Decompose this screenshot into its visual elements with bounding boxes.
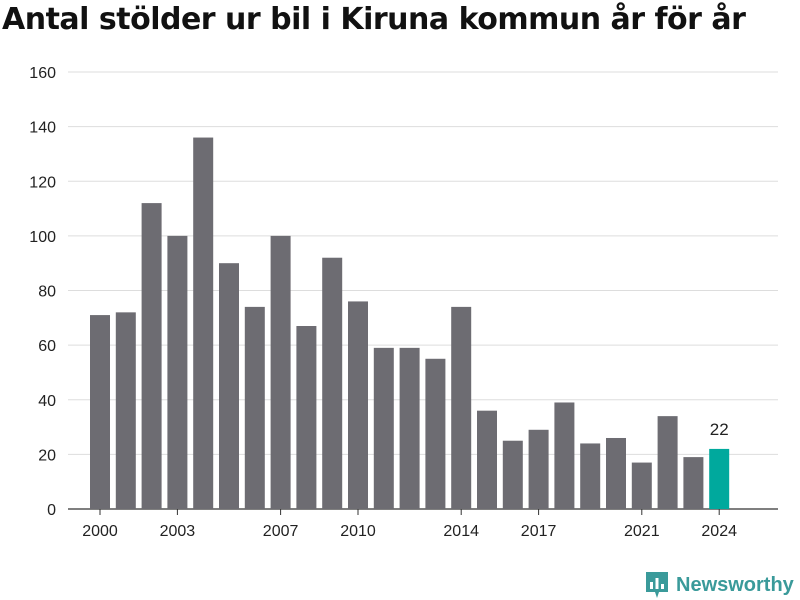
bar-2020 — [606, 437, 626, 509]
x-tick-label: 2021 — [624, 523, 660, 540]
bar-2007 — [270, 235, 291, 509]
bar-2000 — [90, 315, 110, 509]
bar-2015 — [477, 410, 497, 509]
y-tick-label: 60 — [38, 338, 56, 355]
bar-2011 — [373, 347, 394, 509]
y-tick-label: 0 — [47, 502, 56, 519]
bar-2012 — [399, 347, 420, 509]
x-tick-label: 2017 — [521, 523, 557, 540]
bar-2008 — [296, 326, 317, 509]
y-tick-label: 20 — [38, 447, 56, 464]
bar-2010 — [348, 301, 368, 509]
bar-2002 — [141, 203, 162, 509]
y-tick-label: 160 — [29, 65, 56, 82]
bar-2022 — [657, 416, 678, 509]
brand-name: Newsworthy — [676, 573, 794, 596]
bar-2019 — [580, 443, 601, 509]
bar-2001 — [115, 312, 136, 509]
y-tick-label: 40 — [38, 393, 56, 410]
x-tick-label: 2024 — [701, 523, 737, 540]
y-tick-label: 140 — [29, 120, 56, 137]
bar-2003 — [167, 235, 188, 509]
x-tick-label: 2003 — [160, 523, 196, 540]
bar-2013 — [425, 358, 446, 509]
data-labels: 22 — [710, 420, 729, 439]
y-tick-label: 120 — [29, 174, 56, 191]
x-tick-label: 2007 — [263, 523, 299, 540]
y-tick-label: 100 — [29, 229, 56, 246]
x-tick-label: 2010 — [340, 523, 376, 540]
newsworthy-logo-icon — [646, 572, 668, 598]
x-tick-label: 2014 — [443, 523, 479, 540]
y-tick-label: 80 — [38, 284, 56, 301]
bar-2021 — [631, 462, 652, 509]
bar-2014 — [451, 306, 472, 509]
bar-2004 — [193, 137, 214, 510]
bar-2016 — [502, 440, 523, 509]
data-label-2024: 22 — [710, 420, 729, 439]
bar-2017 — [528, 429, 549, 509]
bar-2006 — [244, 306, 265, 509]
bar-2005 — [219, 263, 239, 509]
brand-logo: Newsworthy — [644, 570, 794, 600]
bar-2009 — [322, 257, 343, 509]
bar-2023 — [683, 457, 704, 509]
chart-title: Antal stölder ur bil i Kiruna kommun år … — [2, 2, 746, 37]
x-axis-ticks: 2000 2003 2007 2010 2014 2017 2021 2024 — [82, 509, 737, 540]
y-axis-ticks: 0 20 40 60 80 100 120 140 160 — [29, 65, 56, 519]
bar-2024 — [709, 448, 730, 509]
bars — [90, 137, 730, 510]
x-tick-label: 2000 — [82, 523, 118, 540]
bar-2018 — [554, 402, 575, 509]
